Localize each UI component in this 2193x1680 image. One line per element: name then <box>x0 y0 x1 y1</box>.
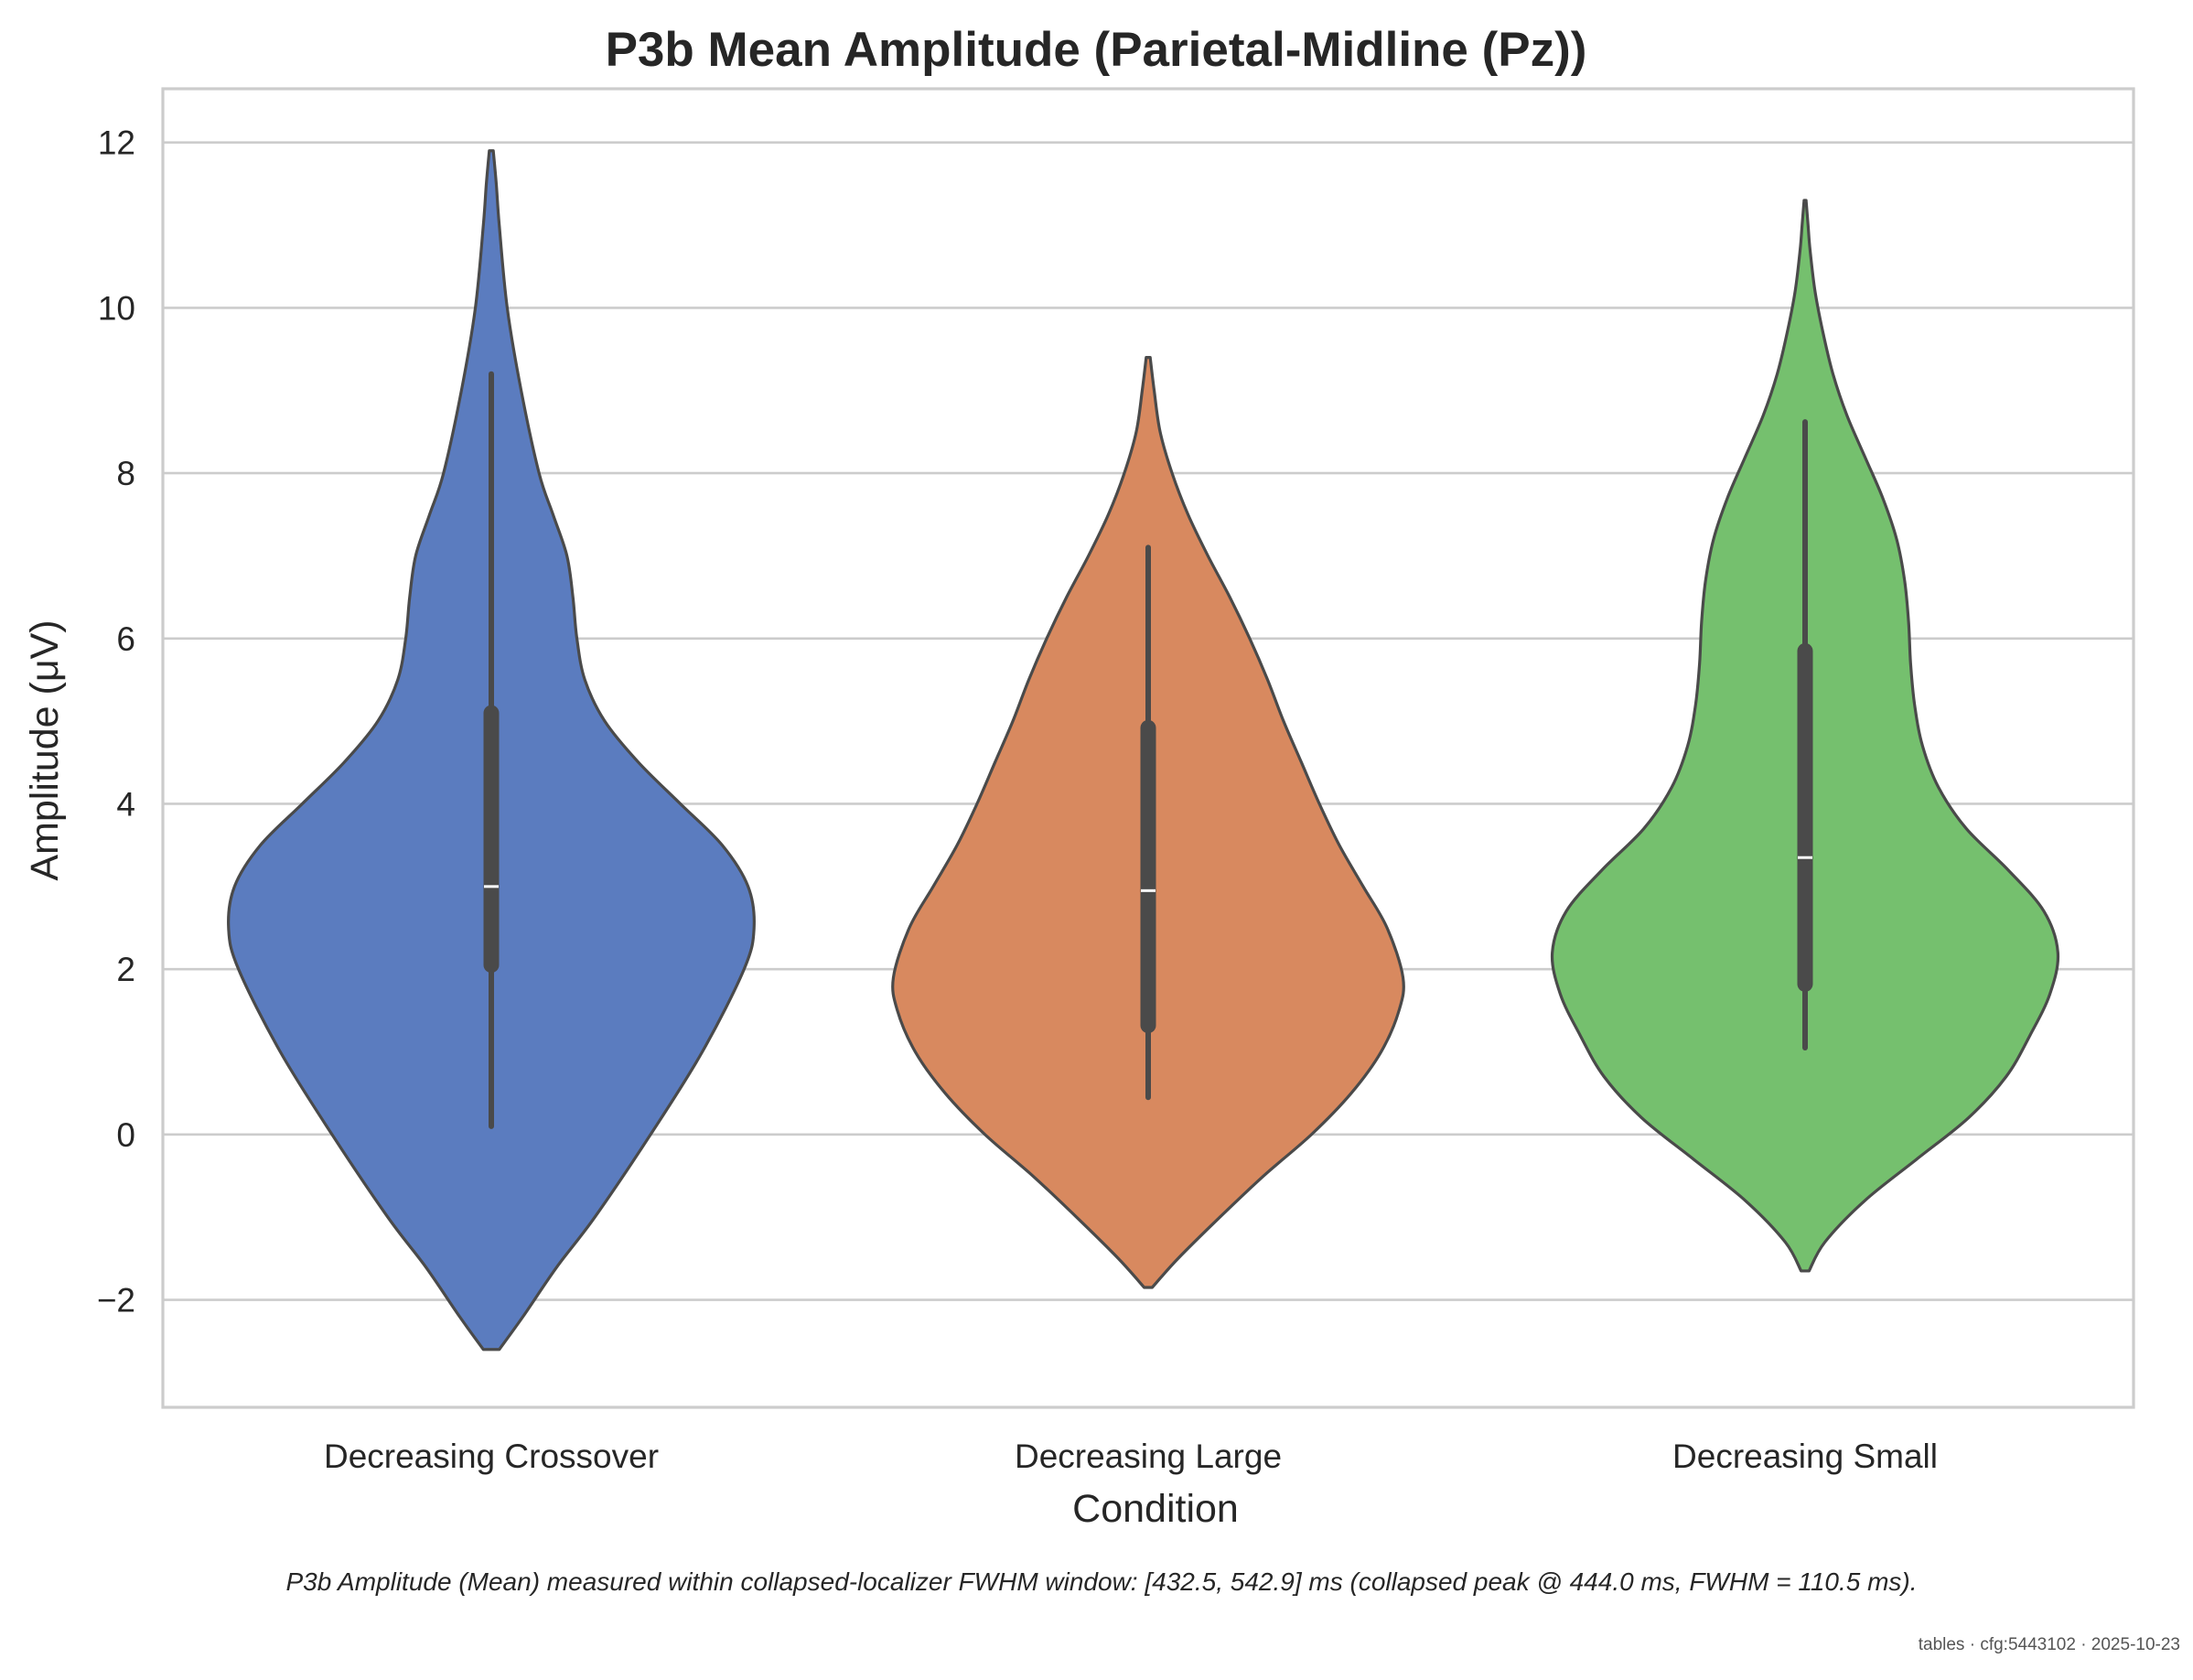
y-tick-label: 8 <box>116 455 135 492</box>
x-tick-label: Decreasing Large <box>1015 1438 1282 1475</box>
chart-title: P3b Mean Amplitude (Parietal-Midline (Pz… <box>606 23 1587 77</box>
y-tick-label: 4 <box>116 785 135 823</box>
x-tick-labels: Decreasing Crossover Decreasing Large Decr… <box>324 1438 1938 1475</box>
x-axis-label: Condition <box>1072 1487 1239 1531</box>
y-tick-label: 12 <box>98 124 135 162</box>
y-axis-label: Amplitude (μV) <box>23 619 67 880</box>
caption: P3b Amplitude (Mean) measured within col… <box>285 1567 1917 1596</box>
y-tick-label: 10 <box>98 289 135 327</box>
y-tick-label: −2 <box>97 1282 135 1319</box>
footer-stamp: tables · cfg:5443102 · 2025-10-23 <box>1919 1635 2180 1654</box>
x-tick-label: Decreasing Crossover <box>324 1438 659 1475</box>
inner-boxplots <box>483 371 1813 1129</box>
y-tick-labels: −2 0 2 4 6 8 10 12 <box>97 124 135 1319</box>
plot-frame <box>161 87 2135 1409</box>
y-tick-label: 6 <box>116 620 135 658</box>
y-tick-label: 2 <box>116 951 135 988</box>
y-tick-label: 0 <box>116 1116 135 1154</box>
x-tick-label: Decreasing Small <box>1672 1438 1938 1475</box>
